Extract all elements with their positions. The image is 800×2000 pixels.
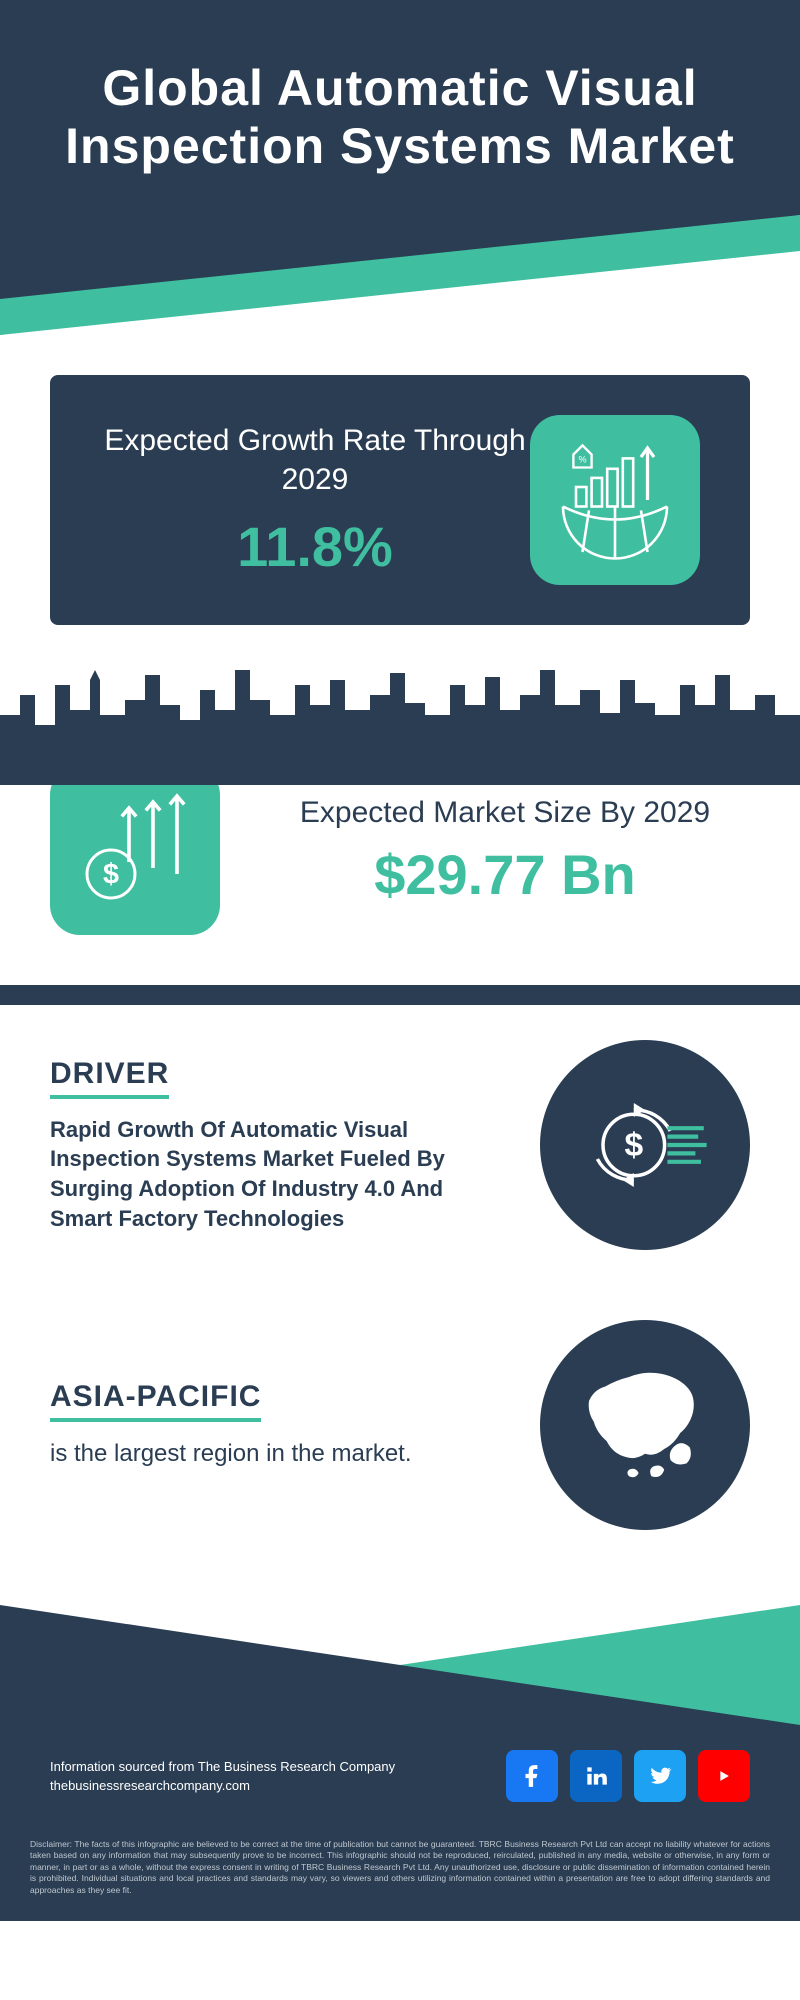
- region-text: ASIA-PACIFIC is the largest region in th…: [50, 1380, 510, 1470]
- growth-label: Expected Growth Rate Through 2029: [100, 421, 530, 499]
- footer-bar: Information sourced from The Business Re…: [0, 1725, 800, 1827]
- dollar-arrows-svg: $: [75, 790, 195, 910]
- driver-body: Rapid Growth Of Automatic Visual Inspect…: [50, 1115, 510, 1234]
- market-size-row: $ Expected Market Size By 2029 $29.77 Bn: [0, 765, 800, 985]
- source-line-2: thebusinessresearchcompany.com: [50, 1776, 395, 1796]
- svg-text:$: $: [103, 859, 119, 891]
- driver-row: DRIVER Rapid Growth Of Automatic Visual …: [0, 1005, 800, 1285]
- growth-text-block: Expected Growth Rate Through 2029 11.8%: [100, 421, 530, 579]
- header-block: Global Automatic Visual Inspection Syste…: [0, 0, 800, 215]
- driver-text: DRIVER Rapid Growth Of Automatic Visual …: [50, 1057, 510, 1234]
- footer-block: Information sourced from The Business Re…: [0, 1605, 800, 1921]
- chart-globe-svg: %: [550, 435, 680, 565]
- market-label: Expected Market Size By 2029: [260, 793, 750, 832]
- linkedin-icon[interactable]: [570, 1750, 622, 1802]
- driver-circle-icon: $: [540, 1040, 750, 1250]
- asia-map-svg: [565, 1345, 725, 1505]
- social-buttons: [506, 1750, 750, 1802]
- region-heading: ASIA-PACIFIC: [50, 1380, 261, 1422]
- dollar-cycle-svg: $: [575, 1075, 715, 1215]
- svg-text:$: $: [624, 1127, 643, 1164]
- facebook-icon[interactable]: [506, 1750, 558, 1802]
- twitter-icon[interactable]: [634, 1750, 686, 1802]
- disclaimer-text: Disclaimer: The facts of this infographi…: [0, 1827, 800, 1921]
- dollar-arrows-icon: $: [50, 765, 220, 935]
- growth-rate-card: Expected Growth Rate Through 2029 11.8% …: [50, 375, 750, 625]
- growth-value: 11.8%: [100, 514, 530, 579]
- region-body: is the largest region in the market.: [50, 1438, 510, 1470]
- market-text-block: Expected Market Size By 2029 $29.77 Bn: [260, 793, 750, 907]
- section-divider: [0, 985, 800, 1005]
- growth-chart-globe-icon: %: [530, 415, 700, 585]
- svg-text:%: %: [578, 454, 586, 464]
- header-diagonal: [0, 215, 800, 335]
- main-title: Global Automatic Visual Inspection Syste…: [40, 60, 760, 175]
- driver-heading: DRIVER: [50, 1057, 169, 1099]
- source-line-1: Information sourced from The Business Re…: [50, 1757, 395, 1777]
- footer-diagonal: [0, 1605, 800, 1725]
- region-circle-icon: [540, 1320, 750, 1530]
- footer-source: Information sourced from The Business Re…: [50, 1757, 395, 1796]
- youtube-icon[interactable]: [698, 1750, 750, 1802]
- market-value: $29.77 Bn: [260, 842, 750, 907]
- region-row: ASIA-PACIFIC is the largest region in th…: [0, 1285, 800, 1565]
- skyline-silhouette: [0, 655, 800, 785]
